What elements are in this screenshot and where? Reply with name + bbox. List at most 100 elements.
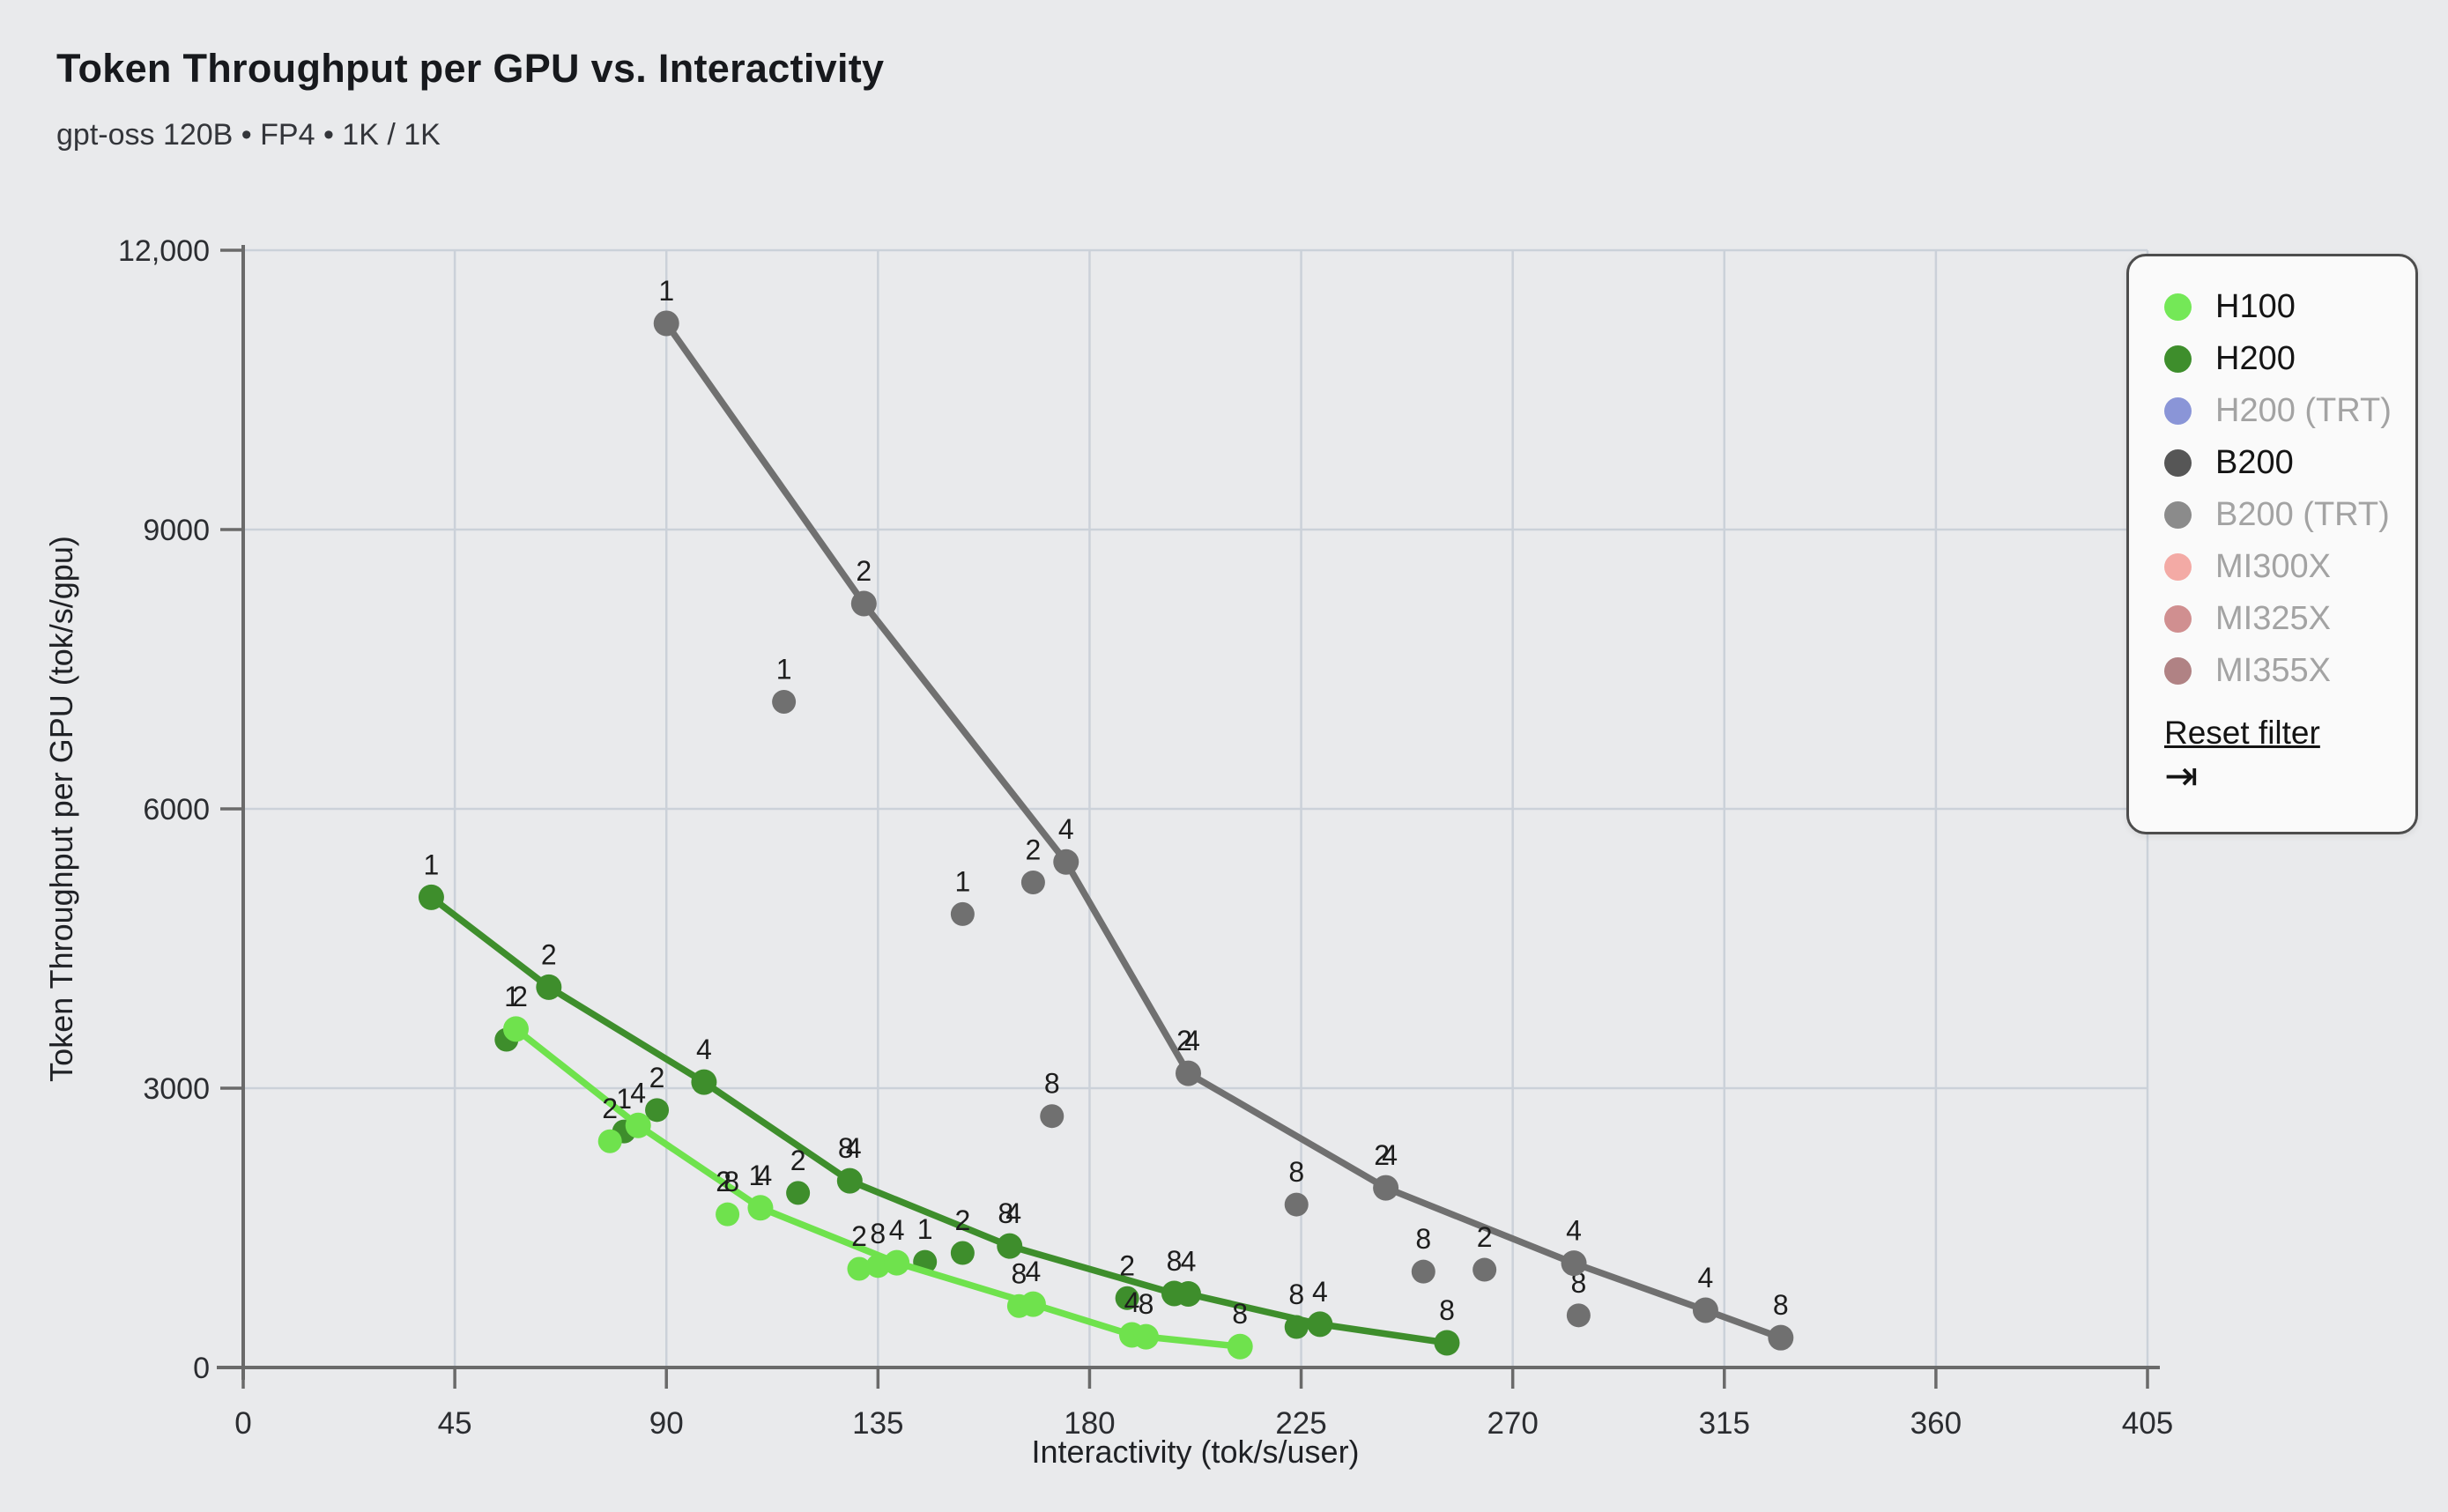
data-point-label: 4 <box>1382 1139 1398 1171</box>
data-point-B200[interactable] <box>1020 870 1045 894</box>
data-point-H200[interactable] <box>836 1167 863 1194</box>
data-point-B200[interactable] <box>1692 1297 1718 1323</box>
data-point-label: 8 <box>1439 1294 1455 1326</box>
legend-swatch-icon <box>2164 553 2192 581</box>
legend-item-MI355X[interactable]: MI355X <box>2164 645 2415 697</box>
data-point-label: 2 <box>602 1093 618 1124</box>
data-point-H200[interactable] <box>1284 1315 1309 1339</box>
data-point-label: 2 <box>512 981 528 1012</box>
data-point-label: 8 <box>1232 1298 1248 1330</box>
x-tick-label: 270 <box>1487 1406 1538 1441</box>
data-point-B200[interactable] <box>1473 1257 1497 1282</box>
legend-item-label: MI325X <box>2215 600 2331 637</box>
data-point-label: 4 <box>1312 1276 1328 1308</box>
y-tick-label: 3000 <box>143 1072 210 1106</box>
legend-item-label: MI300X <box>2215 548 2331 585</box>
data-point-H200[interactable] <box>536 974 562 1000</box>
data-point-label: 8 <box>870 1218 886 1249</box>
legend-item-label: B200 (TRT) <box>2215 496 2390 533</box>
data-point-label: 4 <box>696 1034 712 1065</box>
x-tick-label: 90 <box>649 1406 684 1441</box>
data-point-label: 2 <box>1176 1025 1192 1056</box>
data-point-B200[interactable] <box>772 689 797 714</box>
data-point-B200[interactable] <box>1768 1324 1794 1351</box>
data-point-label: 4 <box>757 1160 773 1191</box>
legend-panel: H100 H200 H200 (TRT) B200 B200 (TRT) MI300X MI… <box>2126 254 2418 834</box>
legend-item-MI325X[interactable]: MI325X <box>2164 593 2415 645</box>
data-point-label: 1 <box>776 653 792 685</box>
data-point-B200[interactable] <box>653 310 679 337</box>
data-point-label: 2 <box>856 555 872 587</box>
data-point-B200[interactable] <box>1566 1303 1591 1328</box>
legend-item-label: H100 <box>2215 288 2296 325</box>
data-point-label: 1 <box>658 275 674 307</box>
data-point-H200[interactable] <box>1307 1311 1333 1338</box>
data-point-label: 1 <box>954 865 970 897</box>
data-point-label: 4 <box>1005 1197 1021 1229</box>
data-point-label: 2 <box>954 1204 970 1236</box>
data-point-H100[interactable] <box>716 1202 740 1227</box>
data-point-H200[interactable] <box>997 1233 1023 1259</box>
data-point-H200[interactable] <box>645 1098 670 1123</box>
data-point-B200[interactable] <box>1175 1060 1201 1086</box>
data-point-label: 8 <box>1167 1245 1183 1277</box>
x-tick-label: 225 <box>1275 1406 1326 1441</box>
data-point-label: 2 <box>851 1220 867 1252</box>
legend-item-label: MI355X <box>2215 652 2331 689</box>
legend-swatch-icon <box>2164 501 2192 529</box>
data-point-H100[interactable] <box>1020 1291 1046 1317</box>
y-axis-title: Token Throughput per GPU (tok/s/gpu) <box>43 536 79 1082</box>
data-point-B200[interactable] <box>1561 1250 1587 1277</box>
data-point-label: 8 <box>998 1197 1013 1229</box>
data-point-B200[interactable] <box>1284 1192 1309 1217</box>
legend-item-H200-TRT-[interactable]: H200 (TRT) <box>2164 385 2415 437</box>
data-point-H100[interactable] <box>847 1256 872 1281</box>
data-point-H200[interactable] <box>418 884 444 910</box>
data-point-B200[interactable] <box>1040 1104 1065 1129</box>
legend-item-label: H200 <box>2215 340 2296 377</box>
data-point-H200[interactable] <box>1115 1286 1139 1310</box>
data-point-B200[interactable] <box>1373 1175 1399 1201</box>
data-point-H200[interactable] <box>1175 1281 1201 1308</box>
y-tick-label: 12,000 <box>118 234 210 268</box>
x-tick-label: 0 <box>234 1406 251 1441</box>
series-line-B200 <box>663 320 1784 1341</box>
chart-title: Token Throughput per GPU vs. Interactivi… <box>56 46 885 91</box>
legend-item-H100[interactable]: H100 <box>2164 281 2415 333</box>
data-point-H100[interactable] <box>625 1112 651 1138</box>
data-point-B200[interactable] <box>1411 1259 1435 1284</box>
legend-swatch-icon <box>2164 657 2192 685</box>
reset-filter-link[interactable]: Reset filter <box>2164 715 2320 751</box>
data-point-label: 1 <box>424 849 440 880</box>
data-point-label: 2 <box>1026 834 1042 865</box>
data-point-H100[interactable] <box>1227 1333 1253 1360</box>
legend-item-B200-TRT-[interactable]: B200 (TRT) <box>2164 489 2415 541</box>
data-point-H200[interactable] <box>786 1181 811 1205</box>
reset-filter-icon[interactable]: ⇥ <box>2164 752 2199 798</box>
data-point-label: 4 <box>1181 1246 1197 1278</box>
data-point-H200[interactable] <box>950 1241 975 1265</box>
data-point-H100[interactable] <box>1132 1323 1159 1350</box>
data-point-H100[interactable] <box>884 1249 910 1276</box>
x-tick-label: 405 <box>2122 1406 2173 1441</box>
data-point-H100[interactable] <box>597 1129 622 1153</box>
data-point-label: 8 <box>1288 1156 1304 1188</box>
data-point-H100[interactable] <box>747 1195 774 1221</box>
legend-item-MI300X[interactable]: MI300X <box>2164 541 2415 593</box>
data-point-H200[interactable] <box>691 1069 717 1095</box>
legend-item-label: B200 <box>2215 444 2294 481</box>
data-point-H200[interactable] <box>1434 1330 1460 1356</box>
data-point-label: 8 <box>838 1132 854 1164</box>
data-point-H100[interactable] <box>865 1254 890 1279</box>
legend-item-B200[interactable]: B200 <box>2164 437 2415 489</box>
data-point-B200[interactable] <box>1053 849 1079 875</box>
legend-item-H200[interactable]: H200 <box>2164 333 2415 385</box>
data-point-H100[interactable] <box>502 1016 529 1042</box>
chart-subtitle: gpt-oss 120B • FP4 • 1K / 1K <box>56 118 441 152</box>
data-point-label: 8 <box>1415 1223 1431 1255</box>
x-axis-title: Interactivity (tok/s/user) <box>1031 1434 1359 1470</box>
data-point-B200[interactable] <box>850 590 877 617</box>
data-point-B200[interactable] <box>950 901 975 926</box>
data-point-label: 2 <box>649 1062 665 1093</box>
data-point-label: 8 <box>1139 1288 1154 1320</box>
